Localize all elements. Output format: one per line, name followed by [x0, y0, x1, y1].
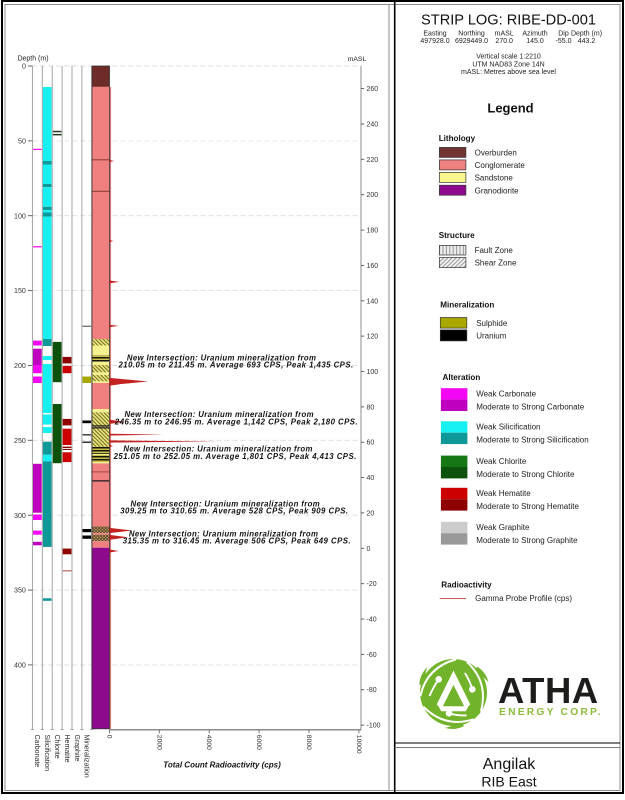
svg-text:180: 180	[367, 228, 379, 235]
svg-text:260: 260	[367, 86, 379, 93]
svg-text:50: 50	[18, 138, 26, 146]
svg-text:250: 250	[14, 437, 26, 445]
svg-text:-40: -40	[367, 617, 377, 624]
svg-text:Vertical scale 1:2210: Vertical scale 1:2210	[476, 54, 541, 61]
svg-text:New Intersection: Uranium mine: New Intersection: Uranium mineralization…	[127, 354, 317, 363]
svg-text:STRIP LOG: RIBE-DD-001: STRIP LOG: RIBE-DD-001	[421, 13, 596, 29]
svg-text:Overburden: Overburden	[475, 149, 517, 158]
svg-text:Uranium: Uranium	[476, 332, 507, 341]
svg-text:270.0: 270.0	[495, 38, 513, 45]
svg-text:20: 20	[367, 510, 375, 517]
svg-text:mASL: Metres above sea level: mASL: Metres above sea level	[461, 69, 556, 76]
svg-text:ATHA: ATHA	[498, 670, 599, 711]
svg-text:-80: -80	[367, 687, 377, 694]
svg-text:200: 200	[367, 192, 379, 199]
svg-text:Depth (m): Depth (m)	[571, 30, 602, 37]
svg-text:Fault Zone: Fault Zone	[475, 246, 514, 255]
svg-text:60: 60	[367, 440, 375, 447]
svg-text:Northing: Northing	[458, 30, 485, 37]
svg-text:309.25 m to 310.65 m. Average: 309.25 m to 310.65 m. Average 528 CPS, P…	[120, 507, 348, 516]
svg-text:100: 100	[14, 212, 26, 220]
svg-text:150: 150	[14, 287, 26, 295]
svg-text:140: 140	[367, 298, 379, 305]
svg-text:Azimuth: Azimuth	[522, 30, 547, 37]
svg-text:Easting: Easting	[423, 30, 446, 37]
svg-text:145.0: 145.0	[526, 38, 544, 45]
svg-text:Shear Zone: Shear Zone	[475, 259, 517, 268]
svg-text:Radioactivity: Radioactivity	[441, 581, 492, 590]
svg-text:497928.0: 497928.0	[420, 38, 449, 45]
svg-text:mASL: mASL	[348, 56, 367, 63]
svg-text:220: 220	[367, 157, 379, 164]
svg-text:400: 400	[14, 662, 26, 670]
svg-text:Silicification: Silicification	[43, 735, 50, 772]
svg-text:246.35 m to 246.95 m. Average: 246.35 m to 246.95 m. Average 1,142 CPS,…	[114, 418, 358, 427]
svg-text:Graphite: Graphite	[73, 735, 80, 762]
svg-text:Moderate to Strong Carbonate: Moderate to Strong Carbonate	[476, 402, 585, 411]
svg-text:Alteration: Alteration	[443, 373, 481, 382]
svg-text:350: 350	[14, 587, 26, 595]
svg-text:8000: 8000	[305, 735, 312, 750]
svg-text:100: 100	[367, 369, 379, 376]
svg-text:120: 120	[367, 334, 379, 341]
svg-text:40: 40	[367, 475, 375, 482]
svg-text:Sulphide: Sulphide	[476, 319, 508, 328]
svg-text:240: 240	[367, 122, 379, 129]
svg-text:Moderate to Strong Hematite: Moderate to Strong Hematite	[476, 502, 579, 511]
svg-text:Moderate to Strong Silicificat: Moderate to Strong Silicification	[476, 436, 589, 445]
svg-text:Mineralization: Mineralization	[83, 735, 90, 778]
svg-text:Dip: Dip	[558, 30, 569, 37]
svg-text:6929449.0: 6929449.0	[455, 38, 488, 45]
svg-text:Structure: Structure	[439, 231, 475, 240]
svg-text:New Intersection: Uranium mine: New Intersection: Uranium mineralization…	[129, 529, 319, 538]
svg-text:160: 160	[367, 263, 379, 270]
svg-text:New Intersection: Uranium mine: New Intersection: Uranium mineralization…	[123, 445, 313, 454]
svg-text:Hematite: Hematite	[63, 735, 70, 763]
svg-text:300: 300	[14, 512, 26, 520]
svg-text:UTM NAD83 Zone 14N: UTM NAD83 Zone 14N	[472, 61, 544, 68]
svg-text:210.05 m to 211.45 m. Average: 210.05 m to 211.45 m. Average 693 CPS, P…	[118, 360, 354, 369]
svg-text:-55.0: -55.0	[556, 38, 572, 45]
svg-text:251.05 m to 252.05 m. Average: 251.05 m to 252.05 m. Average 1,801 CPS,…	[113, 452, 357, 461]
svg-text:443.2: 443.2	[578, 38, 596, 45]
svg-text:0: 0	[22, 63, 26, 71]
svg-text:Weak Silicification: Weak Silicification	[476, 423, 540, 432]
svg-text:200: 200	[14, 362, 26, 370]
svg-text:0: 0	[105, 735, 112, 739]
svg-text:ENERGY CORP.: ENERGY CORP.	[499, 707, 603, 718]
svg-text:New Intersection: Uranium mine: New Intersection: Uranium mineralization…	[131, 499, 321, 508]
svg-text:Weak Carbonate: Weak Carbonate	[476, 390, 536, 399]
svg-text:Chlorite: Chlorite	[53, 735, 60, 759]
svg-text:mASL: mASL	[495, 30, 514, 37]
svg-text:80: 80	[367, 404, 375, 411]
svg-text:New Intersection: Uranium mine: New Intersection: Uranium mineralization…	[124, 410, 314, 419]
svg-text:Depth (m): Depth (m)	[17, 56, 48, 63]
svg-text:Total Count Radioactivity (cps: Total Count Radioactivity (cps)	[163, 761, 281, 770]
svg-text:RIB East: RIB East	[481, 773, 536, 789]
svg-text:6000: 6000	[255, 735, 262, 750]
svg-text:Weak Hematite: Weak Hematite	[476, 489, 531, 498]
svg-text:Angilak: Angilak	[483, 756, 536, 773]
svg-text:Gamma Probe Profile (cps): Gamma Probe Profile (cps)	[475, 594, 572, 603]
svg-text:Weak Graphite: Weak Graphite	[476, 523, 530, 532]
svg-text:-100: -100	[367, 723, 381, 730]
svg-text:Granodiorite: Granodiorite	[475, 186, 520, 195]
svg-text:-20: -20	[367, 581, 377, 588]
svg-text:2000: 2000	[155, 735, 162, 750]
svg-text:Carbonate: Carbonate	[33, 735, 40, 768]
svg-text:Conglomerate: Conglomerate	[475, 161, 526, 170]
svg-text:4000: 4000	[205, 735, 212, 750]
svg-text:Moderate to Strong Chlorite: Moderate to Strong Chlorite	[476, 470, 575, 479]
svg-text:-60: -60	[367, 652, 377, 659]
svg-text:Lithology: Lithology	[439, 134, 476, 143]
svg-text:Legend: Legend	[487, 101, 533, 116]
svg-text:Mineralization: Mineralization	[440, 301, 494, 310]
svg-text:Weak Chlorite: Weak Chlorite	[476, 457, 527, 466]
svg-text:0: 0	[367, 546, 371, 553]
svg-text:Moderate to Strong Graphite: Moderate to Strong Graphite	[476, 536, 578, 545]
svg-text:10000: 10000	[355, 735, 362, 754]
svg-text:Sandstone: Sandstone	[475, 174, 514, 183]
svg-text:315.35 m to 316.45 m. Average: 315.35 m to 316.45 m. Average 506 CPS, P…	[123, 536, 351, 545]
